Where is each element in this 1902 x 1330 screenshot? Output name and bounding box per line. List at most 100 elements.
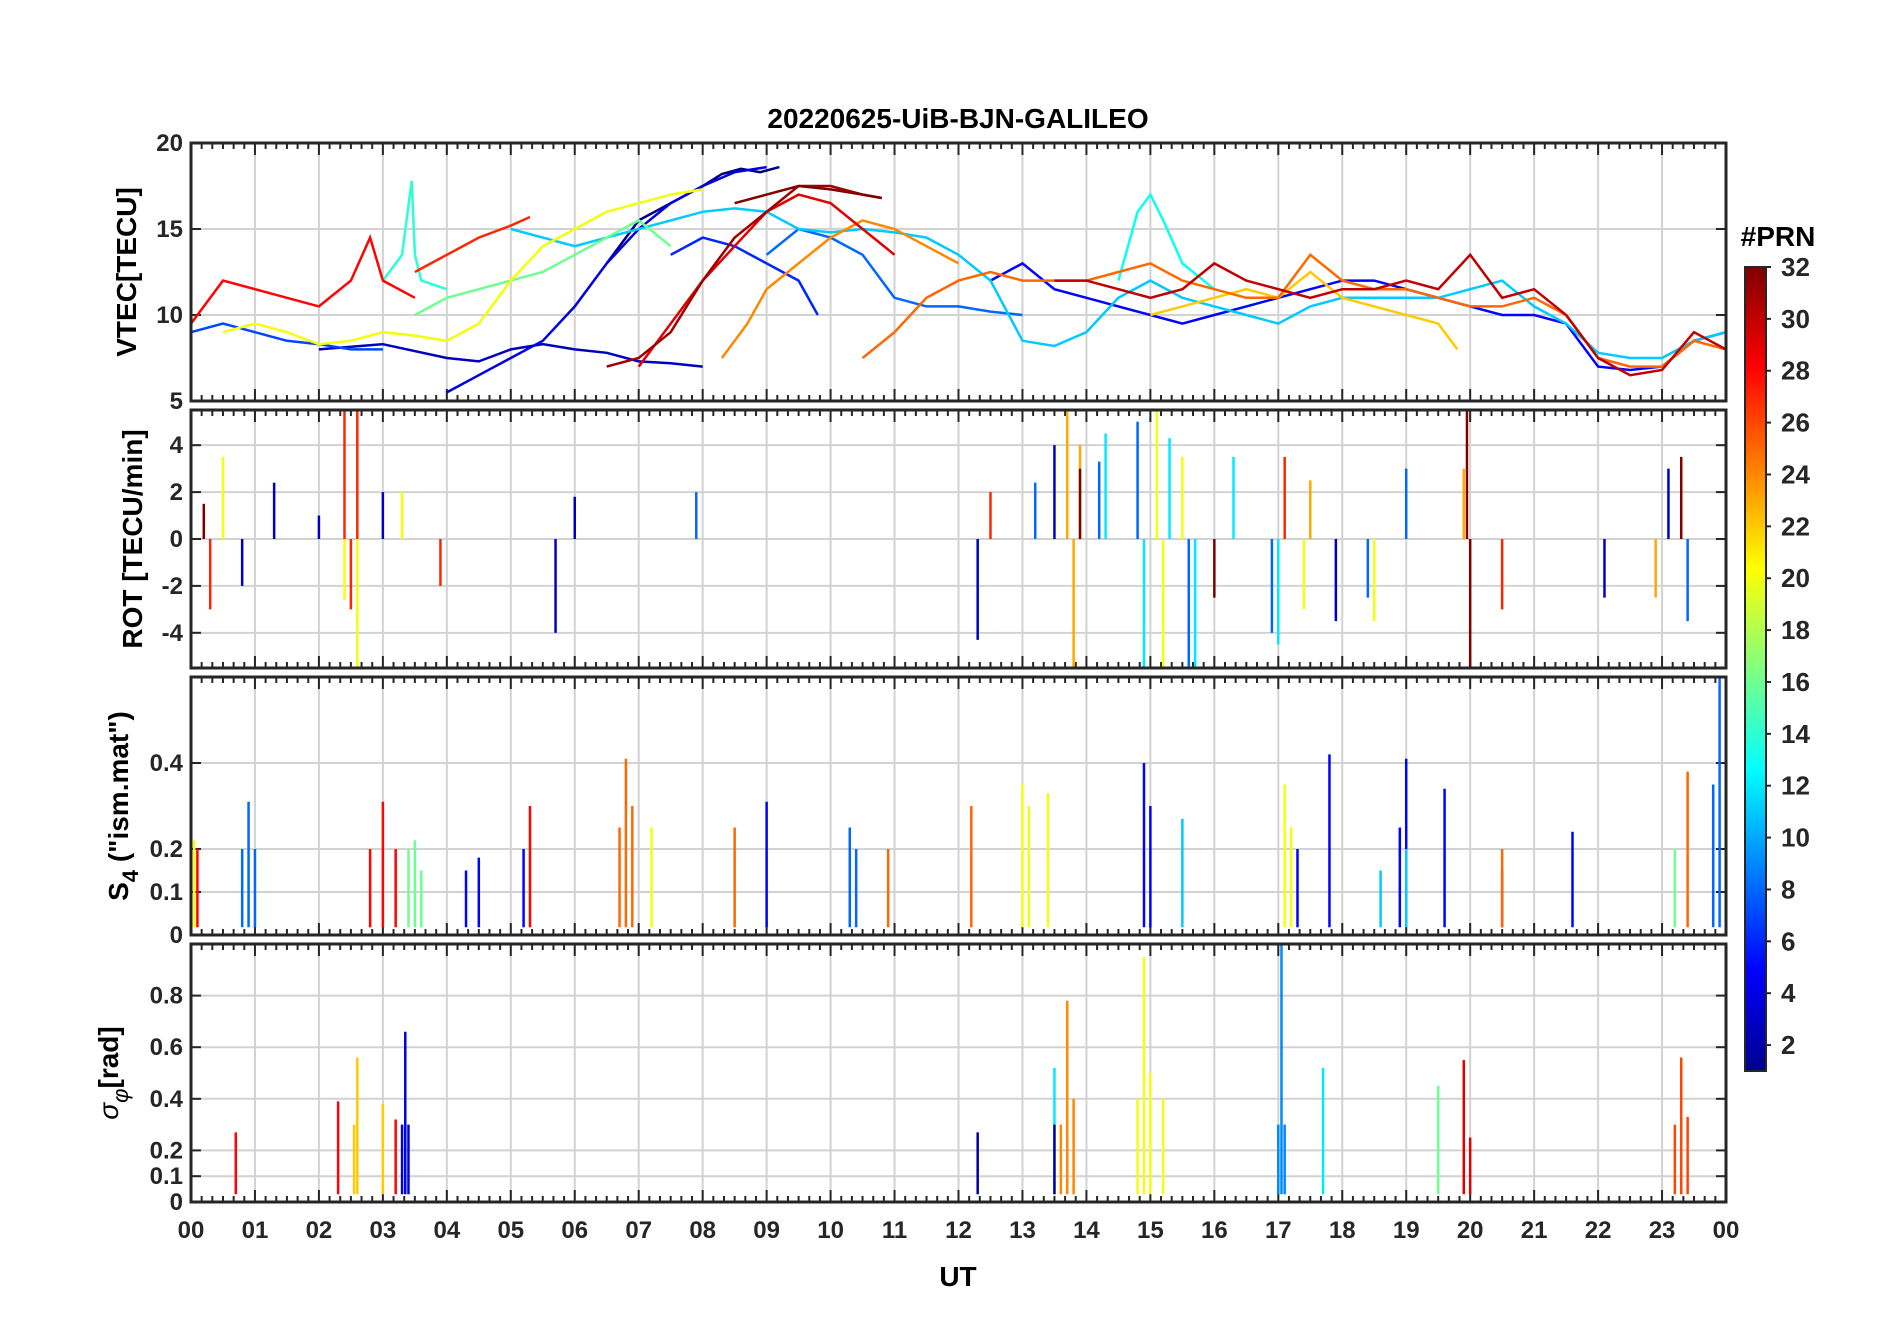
panel-rot-ylabel: ROT [TECU/min] (117, 429, 148, 648)
x-tick-label: 17 (1265, 1217, 1292, 1244)
panel-sigma-grid (191, 944, 1726, 1202)
series-line-prn-8 (765, 227, 1023, 317)
x-tick-label: 05 (497, 1217, 524, 1244)
panel-s4-ylabel-sub: 4 (118, 869, 143, 882)
y-tick-label: 0.2 (150, 1137, 183, 1164)
series-line-prn-30 (1054, 252, 1726, 377)
series-line-prn-1 (605, 165, 780, 265)
x-tick-label: 20 (1457, 1217, 1484, 1244)
panel-sigma: 00.10.2 0.4 0.6 0.8 σφ[rad] (93, 942, 1728, 1216)
series-group (191, 165, 1726, 394)
series-line-prn-20 (222, 188, 703, 346)
series-line-prn-13 (1117, 192, 1216, 291)
panel-sigma-ylabel-main: σ (93, 1102, 124, 1120)
y-tick-label: 2 (170, 479, 183, 506)
series-line-prn-6 (670, 236, 819, 316)
colorbar-gradient (1744, 266, 1767, 1072)
series-line-prn-28 (191, 234, 416, 325)
panel-vtec-ylabel: VTEC[TECU] (111, 187, 142, 357)
panel-s4: 0 0.1 0.2 0.4 S4 ("ism.mat") (103, 675, 1728, 949)
y-tick-label: 0 (170, 1189, 183, 1216)
x-tick-label: 00 (1713, 1217, 1740, 1244)
x-tick-label: 23 (1649, 1217, 1676, 1244)
y-tick-label: 0.8 (150, 983, 183, 1010)
series-line-prn-7 (191, 322, 383, 351)
y-tick-label: 20 (156, 130, 183, 157)
panel-s4-ylabel-main: S (103, 882, 134, 901)
colorbar-tick-label: 20 (1781, 563, 1810, 593)
panel-s4-frame (189, 675, 1728, 937)
x-tick-label: 16 (1201, 1217, 1228, 1244)
x-tick-label: 22 (1585, 1217, 1612, 1244)
colorbar-tick-label: 18 (1781, 615, 1810, 645)
y-tick-label: 15 (156, 216, 183, 243)
series-line-prn-24 (720, 219, 960, 359)
panel-s4-series (192, 677, 1726, 928)
series-line-prn-27 (414, 215, 531, 274)
panel-sigma-ylabel-sub: φ (108, 1088, 133, 1102)
x-tick-label: 08 (689, 1217, 716, 1244)
panel-vtec-grid (191, 143, 1726, 401)
y-tick-label: 4 (170, 432, 184, 459)
panel-s4-ylabel-rest: ("ism.mat") (103, 711, 134, 870)
panel-rot: -4 -2 0 2 4 ROT [TECU/min] (117, 408, 1728, 670)
series-line-prn-11 (510, 207, 1726, 360)
y-tick-label: 0.4 (150, 1086, 184, 1113)
x-tick-label: 18 (1329, 1217, 1356, 1244)
x-tick-label: 14 (1073, 1217, 1100, 1244)
x-tick-label: 02 (306, 1217, 333, 1244)
y-tick-label: 5 (170, 388, 183, 415)
x-tick-label: 12 (945, 1217, 972, 1244)
series-line-prn-16 (414, 218, 672, 317)
x-tick-label: 01 (242, 1217, 269, 1244)
panel-sigma-ylabel: σφ[rad] (93, 1026, 133, 1119)
x-tick-label: 13 (1009, 1217, 1036, 1244)
panel-rot-series (202, 410, 1689, 668)
colorbar-tick-label: 14 (1781, 719, 1810, 749)
panel-s4-ylabel: S4 ("ism.mat") (103, 711, 143, 901)
x-tick-label: 07 (625, 1217, 652, 1244)
colorbar-tick-label: 26 (1781, 408, 1810, 438)
x-tick-label: 11 (882, 1217, 907, 1244)
colorbar-tick-label: 28 (1781, 356, 1810, 386)
panel-vtec-frame (189, 141, 1728, 403)
series-line-prn-31 (606, 184, 883, 368)
colorbar-tick-label: 4 (1781, 978, 1796, 1008)
series-line-prn-14 (381, 180, 448, 291)
x-tick-labels: 00 01 02 03 04 05 06 07 08 09 10 11 12 13 14 15 16 17 18 19… (178, 1217, 1740, 1244)
series-line-prn-32 (734, 184, 883, 205)
y-tick-label: -2 (162, 573, 183, 600)
y-tick-label: 10 (156, 302, 183, 329)
x-tick-label: 00 (178, 1217, 205, 1244)
y-tick-label: 0.4 (150, 750, 184, 777)
panel-s4-ticks: 0 0.1 0.2 0.4 (150, 677, 1727, 949)
x-tick-label: 21 (1521, 1217, 1548, 1244)
colorbar-title: #PRN (1741, 221, 1816, 252)
y-tick-label: 0.6 (150, 1034, 183, 1061)
x-tick-label: 10 (817, 1217, 844, 1244)
panel-sigma-ylabel-rest: [rad] (93, 1026, 124, 1088)
colorbar-tick-label: 10 (1781, 823, 1810, 853)
x-tick-label: 03 (370, 1217, 397, 1244)
panel-sigma-frame (189, 942, 1728, 1204)
colorbar-tick-label: 6 (1781, 926, 1795, 956)
x-tick-label: 09 (753, 1217, 780, 1244)
colorbar-tick-label: 8 (1781, 874, 1795, 904)
colorbar-tick-label: 2 (1781, 1030, 1795, 1060)
chart-title: 20220625-UiB-BJN-GALILEO (767, 103, 1148, 134)
series-group (202, 410, 1689, 668)
colorbar-tick-label: 16 (1781, 667, 1810, 697)
y-tick-label: 0.2 (150, 836, 183, 863)
y-tick-label: 0.1 (150, 1163, 183, 1190)
series-line-prn-22 (1150, 270, 1459, 351)
colorbar-tick-label: 30 (1781, 304, 1810, 334)
y-tick-label: 0.1 (150, 879, 183, 906)
x-tick-label: 15 (1137, 1217, 1164, 1244)
panel-rot-frame (189, 408, 1728, 670)
y-tick-label: -4 (162, 620, 184, 647)
x-tick-label: 04 (433, 1217, 460, 1244)
y-tick-label: 0 (170, 922, 183, 949)
panel-vtec: 5 10 15 20 VTEC[TECU] (111, 130, 1728, 415)
series-group (234, 944, 1689, 1195)
